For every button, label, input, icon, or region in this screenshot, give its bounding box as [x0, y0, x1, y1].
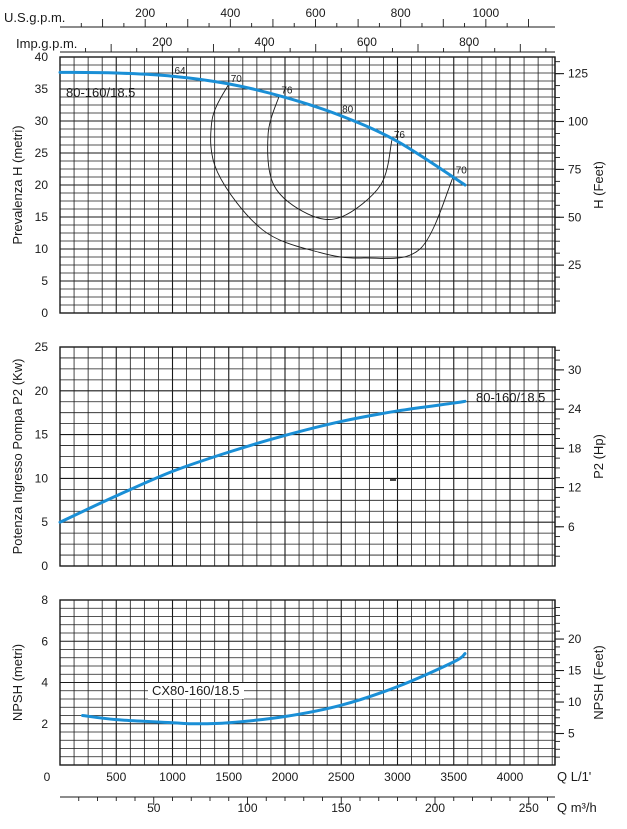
m3h-tick-label: 50 — [147, 801, 161, 815]
m3h-tick-label: 250 — [519, 801, 539, 815]
y-tick-label: 0 — [41, 306, 48, 320]
efficiency-contour-70 — [210, 83, 455, 259]
imp-gpm-tick-label: 800 — [459, 35, 479, 49]
m3h-tick-label: 200 — [425, 801, 445, 815]
x-tick-label: 2500 — [328, 770, 355, 784]
y2-axis-title: H (Feet) — [591, 161, 606, 209]
x-tick-label: 3500 — [440, 770, 467, 784]
efficiency-label: 70 — [231, 74, 243, 85]
us-gpm-tick-label: 600 — [305, 6, 325, 20]
x-tick-label: 2000 — [272, 770, 299, 784]
us-gpm-axis-title: U.S.g.p.m. — [4, 10, 65, 25]
x-tick-label: 1500 — [215, 770, 242, 784]
y2-axis-title: NPSH (Feet) — [591, 645, 606, 719]
series-label: CX80-160/18.5 — [152, 683, 239, 698]
x-tick-label: 500 — [106, 770, 126, 784]
y2-tick-label: 6 — [568, 520, 575, 534]
series-label: 80-160/18.5 — [66, 85, 135, 100]
x-tick-label: 4000 — [497, 770, 524, 784]
y-axis-title: Potenza Ingresso Pompa P2 (Kw) — [10, 359, 25, 555]
y-tick-label: 2 — [41, 717, 48, 731]
x-tick-label: 3000 — [384, 770, 411, 784]
efficiency-label: 76 — [394, 130, 406, 141]
y-tick-label: 4 — [41, 676, 48, 690]
series-label-bg — [148, 683, 244, 699]
y2-tick-label: 15 — [568, 664, 582, 678]
us-gpm-tick-label: 400 — [220, 6, 240, 20]
y-axis-title: Prevalenza H (metri) — [10, 125, 25, 244]
y2-tick-label: 24 — [568, 402, 582, 416]
y2-tick-label: 50 — [568, 210, 582, 224]
x-axis-title-m3h: Q m³/h — [557, 800, 597, 815]
y2-tick-label: 75 — [568, 162, 582, 176]
efficiency-label: 76 — [281, 85, 293, 96]
y-tick-label: 15 — [35, 210, 49, 224]
y2-tick-label: 18 — [568, 441, 582, 455]
y2-tick-label: 100 — [568, 115, 588, 129]
y-tick-label: 35 — [35, 82, 49, 96]
series-curve — [58, 70, 467, 187]
imp-gpm-tick-label: 600 — [357, 35, 377, 49]
imp-gpm-axis-title: Imp.g.p.m. — [16, 36, 77, 51]
series-curve — [58, 399, 467, 524]
m3h-tick-label: 150 — [331, 801, 351, 815]
y-tick-label: 10 — [35, 242, 49, 256]
x-tick-label: 1000 — [159, 770, 186, 784]
efficiency-label: 64 — [175, 66, 187, 77]
efficiency-label: 70 — [456, 165, 468, 176]
y-tick-label: 40 — [35, 50, 49, 64]
y-axis-title: NPSH (metri) — [10, 644, 25, 721]
y-tick-label: 0 — [41, 559, 48, 573]
y-tick-label: 5 — [41, 515, 48, 529]
m3h-tick-label: 100 — [237, 801, 257, 815]
efficiency-contour-76 — [267, 95, 393, 220]
us-gpm-tick-label: 1000 — [473, 6, 500, 20]
y2-tick-label: 125 — [568, 67, 588, 81]
y-tick-label: 10 — [35, 471, 49, 485]
x-axis-title-lmin: Q L/1' — [557, 769, 591, 784]
y-tick-label: 5 — [41, 274, 48, 288]
y2-tick-label: 25 — [568, 258, 582, 272]
y-tick-label: 8 — [41, 593, 48, 607]
y-tick-label: 30 — [35, 114, 49, 128]
y-tick-label: 25 — [35, 146, 49, 160]
y2-tick-label: 20 — [568, 632, 582, 646]
imp-gpm-tick-label: 200 — [152, 35, 172, 49]
panel-1 — [59, 56, 564, 314]
us-gpm-tick-label: 800 — [391, 6, 411, 20]
efficiency-label: 80 — [342, 105, 354, 116]
imp-gpm-tick-label: 400 — [255, 35, 275, 49]
y-tick-label: 20 — [35, 178, 49, 192]
y-tick-label: 20 — [35, 384, 49, 398]
y-tick-label: 25 — [35, 340, 49, 354]
y-tick-label: 6 — [41, 634, 48, 648]
x-tick-label: 0 — [44, 770, 51, 784]
y-tick-label: 15 — [35, 428, 49, 442]
y2-axis-title: P2 (Hp) — [591, 434, 606, 479]
y2-tick-label: 30 — [568, 363, 582, 377]
y2-tick-label: 12 — [568, 481, 582, 495]
series-label: 80-160/18.5 — [476, 390, 545, 405]
series-curve — [81, 652, 467, 726]
y2-tick-label: 5 — [568, 727, 575, 741]
us-gpm-tick-label: 200 — [135, 6, 155, 20]
panel-3 — [59, 599, 564, 766]
y2-tick-label: 10 — [568, 695, 582, 709]
panel-2 — [59, 346, 564, 567]
